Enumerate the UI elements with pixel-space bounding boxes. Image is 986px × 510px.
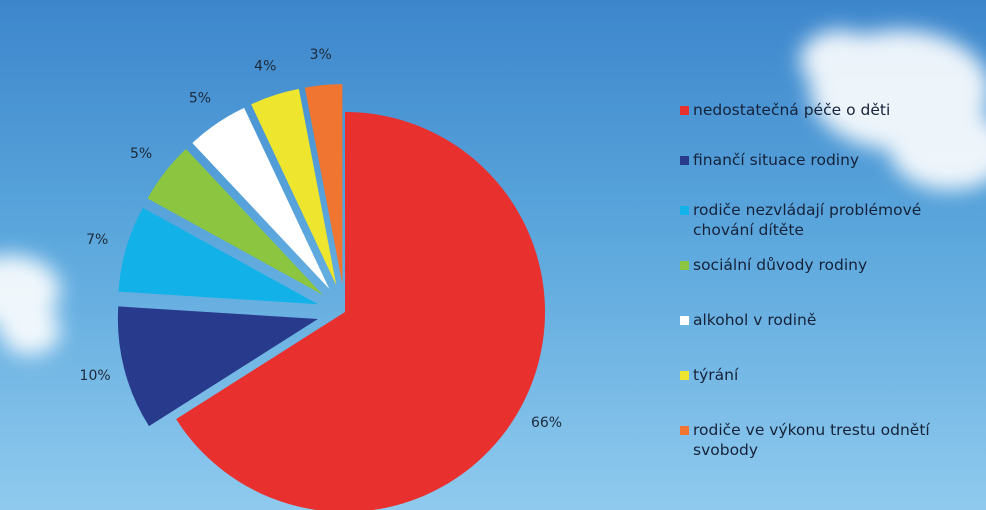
legend-swatch [680,371,689,380]
legend-item: alkohol v rodině [680,310,980,330]
legend-item: týrání [680,365,980,385]
legend-label: finančí situace rodiny [693,151,860,169]
value-label: 5% [189,91,211,107]
legend-item: rodiče ve výkonu trestu odnětí svobody [680,420,980,460]
legend-label: rodiče nezvládají problémové chování dít… [693,201,922,239]
legend-swatch [680,261,689,270]
pie-slice [304,84,343,285]
legend-item: finančí situace rodiny [680,150,980,170]
legend-label: nedostatečná péče o děti [693,101,891,119]
legend-item: rodiče nezvládají problémové chování dít… [680,200,980,240]
legend-item: nedostatečná péče o děti [680,100,980,120]
legend-swatch [680,316,689,325]
pie-slice [147,149,323,295]
pie-slice [192,107,330,289]
legend-item: sociální důvody rodiny [680,255,980,275]
value-label: 4% [254,59,276,75]
value-label: 3% [310,47,332,63]
pie-slice [176,112,545,510]
legend-label: alkohol v rodině [693,311,817,329]
pie-slice [251,88,337,286]
legend-swatch [680,206,689,215]
value-label: 10% [80,368,111,384]
legend-swatch [680,106,689,115]
value-label: 66% [531,415,562,431]
pie: 66% 10% 7% 5% 5% 4% 3% [80,47,562,510]
legend-swatch [680,156,689,165]
value-label: 7% [86,232,108,248]
pie-slice [117,306,318,427]
legend-label: rodiče ve výkonu trestu odnětí svobody [693,421,930,459]
legend-swatch [680,426,689,435]
pie-slice [118,207,319,305]
clouds [0,30,986,355]
value-label: 5% [130,146,152,162]
legend-label: sociální důvody rodiny [693,256,868,274]
legend-label: týrání [693,366,739,384]
